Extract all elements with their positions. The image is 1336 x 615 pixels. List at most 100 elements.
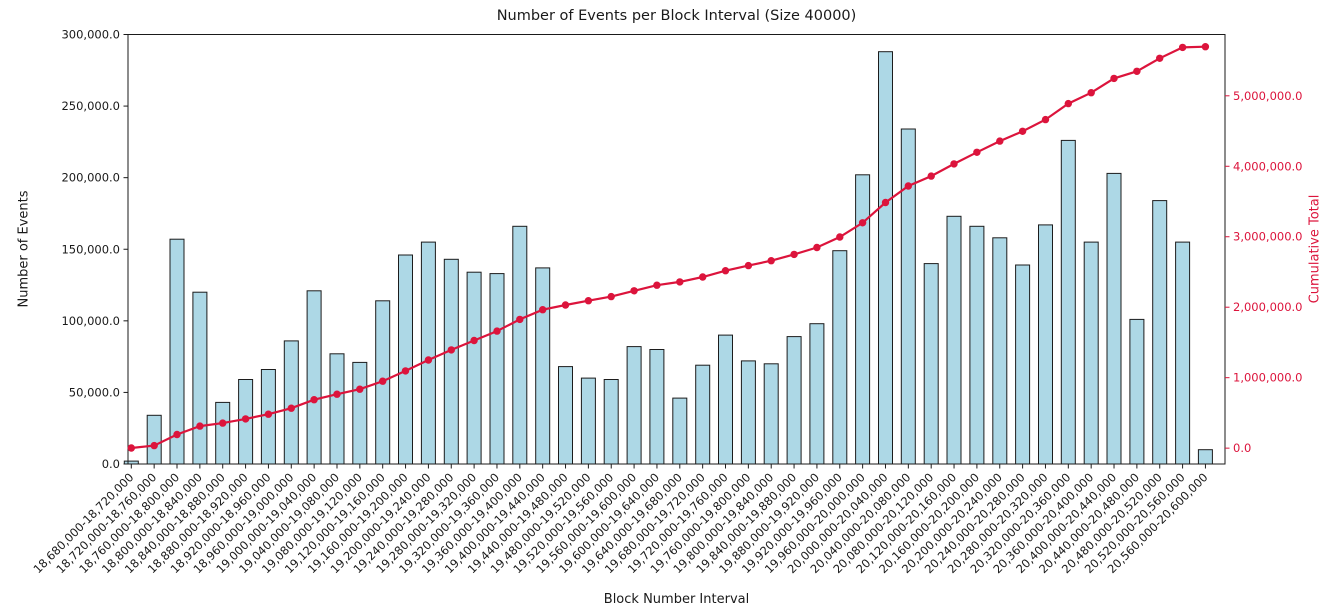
bar [878, 51, 893, 465]
bars-series [123, 51, 1213, 465]
cumulative-point [287, 404, 295, 412]
cumulative-point [836, 233, 844, 241]
cumulative-point [950, 160, 958, 168]
cumulative-point [356, 385, 364, 393]
cumulative-point [561, 301, 570, 309]
cumulative-point [493, 327, 501, 335]
bar [1197, 449, 1213, 465]
bar [786, 336, 802, 465]
bar [420, 241, 436, 465]
bar [1129, 318, 1145, 465]
y-axis-label-right: Cumulative Total [1307, 194, 1323, 304]
left-tick-label: 50,000.0 [69, 385, 120, 399]
bar [672, 397, 688, 465]
cumulative-point [1041, 115, 1050, 124]
bar [352, 361, 368, 465]
cumulative-point [470, 336, 478, 345]
bar [740, 360, 756, 465]
bar [1175, 241, 1191, 465]
cumulative-point [264, 410, 273, 418]
cumulative-point [379, 377, 387, 385]
bar [306, 290, 322, 465]
bar [718, 334, 733, 465]
cumulative-point [744, 261, 753, 270]
cumulative-point [310, 396, 318, 404]
cumulative-point [676, 278, 684, 286]
cumulative-point [630, 287, 638, 295]
bar [603, 379, 619, 465]
cumulative-point [973, 148, 981, 156]
cumulative-point [881, 198, 890, 207]
bar [969, 225, 985, 465]
bar [146, 414, 162, 465]
bar [329, 353, 345, 465]
cumulative-point [241, 415, 250, 423]
bar [992, 237, 1008, 465]
cumulative-point [653, 281, 661, 289]
cumulative-point [721, 267, 730, 275]
y-axis-label-left: Number of Events [16, 190, 32, 308]
cumulative-point [447, 346, 455, 354]
cumulative-point [173, 430, 181, 439]
bar [1060, 139, 1076, 465]
cumulative-point [127, 444, 135, 452]
bar [398, 254, 413, 465]
cumulative-point [1156, 54, 1164, 62]
right-tick-label: 2,000,000.0 [1233, 300, 1303, 314]
cumulative-point [1110, 74, 1118, 83]
cumulative-point [584, 297, 593, 305]
bar [649, 349, 665, 465]
left-tick-label: 300,000.0 [61, 28, 120, 42]
left-axis-ticks: 0.0 50,000.0 100,000.0 150,000.0 200,000.0 25… [61, 28, 128, 471]
right-tick-label: 5,000,000.0 [1233, 89, 1303, 103]
bar [466, 271, 482, 465]
cumulative-point [790, 250, 798, 259]
bar [1015, 264, 1031, 465]
bar [489, 273, 505, 465]
right-axis-ticks: 0.0 1,000,000.0 2,000,000.0 3,000,000.0 4,00… [1225, 89, 1303, 455]
bar [283, 340, 299, 465]
right-tick-label: 4,000,000.0 [1233, 159, 1303, 173]
bar [1083, 241, 1099, 465]
cumulative-point [150, 441, 158, 450]
bar [535, 267, 551, 465]
cumulative-point [539, 306, 547, 314]
bar [1152, 200, 1168, 465]
bar [558, 366, 573, 465]
bar [580, 377, 596, 465]
bar [512, 225, 528, 465]
cumulative-point [401, 367, 410, 375]
cumulative-line [131, 45, 1206, 450]
bar [809, 323, 825, 465]
left-tick-label: 100,000.0 [61, 314, 120, 328]
chart-title: Number of Events per Block Interval (Siz… [496, 8, 857, 24]
bar [832, 250, 848, 465]
cumulative-point [1201, 43, 1210, 51]
cumulative-point [607, 292, 615, 301]
cumulative-point [1087, 89, 1095, 97]
left-tick-label: 0.0 [102, 457, 120, 471]
right-tick-label: 0.0 [1233, 441, 1251, 455]
bar [1106, 172, 1122, 465]
x-axis-label: Block Number Interval [603, 592, 750, 607]
bar [169, 238, 185, 465]
cumulative-point [813, 243, 821, 252]
cumulative-point [1178, 43, 1187, 52]
cumulative-point [699, 273, 707, 281]
bar [215, 401, 231, 465]
bar [763, 363, 779, 465]
cumulative-point [196, 422, 204, 430]
cumulative-point [333, 390, 341, 398]
left-tick-label: 150,000.0 [61, 242, 120, 256]
bar [695, 364, 711, 465]
cumulative-point [1133, 67, 1141, 76]
bar [443, 258, 459, 465]
cumulative-point [1018, 127, 1027, 135]
bar [192, 291, 208, 465]
cumulative-point [996, 137, 1004, 145]
right-tick-label: 1,000,000.0 [1233, 371, 1303, 385]
cumulative-point [219, 419, 227, 427]
left-tick-label: 250,000.0 [61, 99, 120, 113]
